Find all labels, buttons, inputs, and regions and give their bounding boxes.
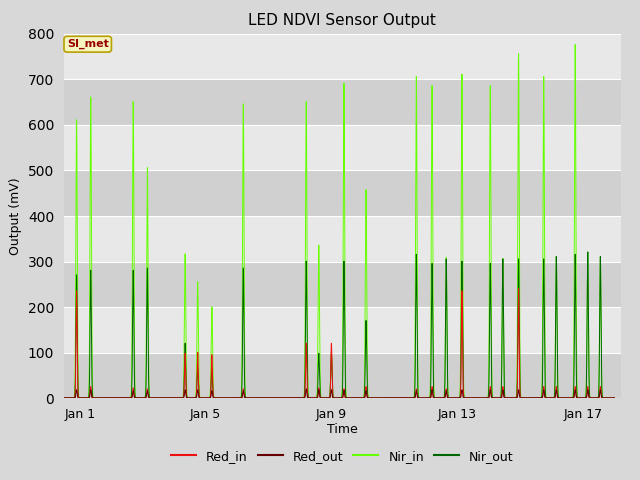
Legend: Red_in, Red_out, Nir_in, Nir_out: Red_in, Red_out, Nir_in, Nir_out — [166, 445, 518, 468]
Bar — [64, 353, 621, 398]
Text: SI_met: SI_met — [67, 39, 109, 49]
Bar — [64, 262, 621, 307]
Title: LED NDVI Sensor Output: LED NDVI Sensor Output — [248, 13, 436, 28]
Bar — [64, 79, 621, 125]
Y-axis label: Output (mV): Output (mV) — [10, 177, 22, 255]
X-axis label: Time: Time — [327, 422, 358, 435]
Bar — [64, 170, 621, 216]
